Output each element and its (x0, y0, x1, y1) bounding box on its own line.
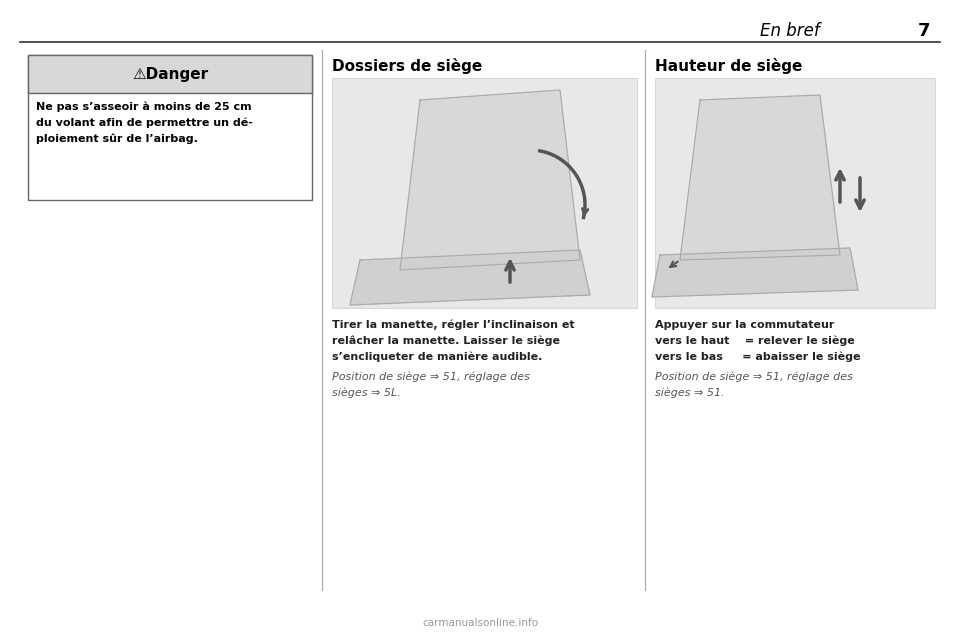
FancyBboxPatch shape (28, 55, 312, 93)
Text: carmanualsonline.info: carmanualsonline.info (422, 618, 538, 628)
Text: En bref: En bref (760, 22, 820, 40)
Text: Dossiers de siège: Dossiers de siège (332, 58, 482, 74)
Polygon shape (400, 90, 580, 270)
Text: sièges ⇒ 51.: sièges ⇒ 51. (655, 388, 725, 399)
Text: Position de siège ⇒ 51, réglage des: Position de siège ⇒ 51, réglage des (332, 372, 530, 383)
Text: ploiement sûr de l’airbag.: ploiement sûr de l’airbag. (36, 134, 198, 144)
Polygon shape (680, 95, 840, 260)
Text: Ne pas s’asseoir à moins de 25 cm: Ne pas s’asseoir à moins de 25 cm (36, 102, 252, 112)
Text: Appuyer sur la commutateur: Appuyer sur la commutateur (655, 320, 834, 330)
Text: relâcher la manette. Laisser le siège: relâcher la manette. Laisser le siège (332, 336, 560, 347)
Text: vers le bas     = abaisser le siège: vers le bas = abaisser le siège (655, 352, 860, 363)
Text: Tirer la manette, régler l’inclinaison et: Tirer la manette, régler l’inclinaison e… (332, 320, 575, 331)
Text: Position de siège ⇒ 51, réglage des: Position de siège ⇒ 51, réglage des (655, 372, 852, 383)
Text: du volant afin de permettre un dé-: du volant afin de permettre un dé- (36, 118, 252, 128)
Text: 7: 7 (918, 22, 930, 40)
FancyBboxPatch shape (28, 55, 312, 200)
Text: ⚠Danger: ⚠Danger (132, 67, 208, 82)
FancyBboxPatch shape (332, 78, 637, 308)
Polygon shape (652, 248, 858, 297)
Text: Hauteur de siège: Hauteur de siège (655, 58, 803, 74)
Text: vers le haut    = relever le siège: vers le haut = relever le siège (655, 336, 854, 347)
Text: s’encliqueter de manière audible.: s’encliqueter de manière audible. (332, 352, 542, 363)
FancyBboxPatch shape (655, 78, 935, 308)
Text: sièges ⇒ 5L.: sièges ⇒ 5L. (332, 388, 400, 399)
Polygon shape (350, 250, 590, 305)
